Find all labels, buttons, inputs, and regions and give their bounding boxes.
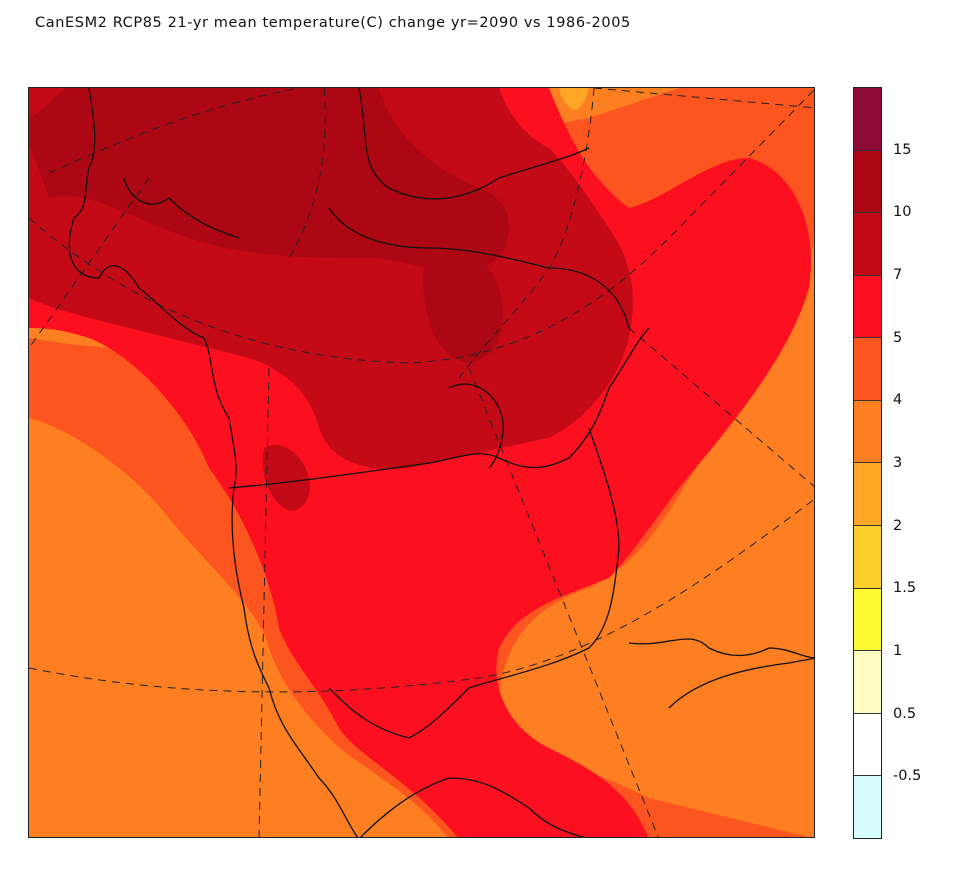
colorbar-tick-label: 3 (893, 455, 903, 471)
chart-title: CanESM2 RCP85 21-yr mean temperature(C) … (35, 15, 631, 31)
colorbar-tick-label: -0.5 (893, 768, 922, 785)
colorbar-bin-3-4 (854, 399, 881, 463)
colorbar-tick-label: 4 (893, 392, 903, 409)
colorbar-tick-label: 15 (893, 141, 912, 158)
region-10-15-hudson (423, 245, 503, 363)
colorbar-tick-label: 0.5 (893, 705, 917, 722)
colorbar-bin-2-3 (854, 462, 881, 526)
temperature-change-map (28, 87, 815, 838)
colorbar-tick-label: 1 (893, 643, 903, 659)
region-7-10-bc (262, 444, 310, 511)
colorbar-bin-0.5-1 (854, 650, 881, 713)
colorbar-tick-label: 1.5 (893, 580, 917, 597)
colorbar-bin-lt-neg0.5 (854, 775, 881, 838)
colorbar-tick-label: 10 (893, 204, 912, 221)
colorbar-bin-10-15 (854, 149, 881, 213)
colorbar-tick-label: 7 (893, 267, 903, 283)
colorbar-bin-neg0.5-0.5 (854, 712, 881, 776)
colorbar-bin-1-1.5 (854, 587, 881, 651)
colorbar-tick-label: 2 (893, 517, 903, 534)
colorbar-bin-5-7 (854, 274, 881, 338)
colorbar-tick-label: 5 (893, 329, 903, 346)
region-2-3 (559, 88, 589, 110)
map-canvas (29, 88, 814, 837)
colorbar-bin-gt15 (854, 88, 881, 150)
colorbar-bin-1.5-2 (854, 525, 881, 588)
colorbar (853, 87, 882, 839)
region-10-15 (29, 88, 510, 272)
colorbar-bin-4-5 (854, 337, 881, 400)
colorbar-bin-7-10 (854, 212, 881, 275)
coastlines (68, 88, 814, 837)
